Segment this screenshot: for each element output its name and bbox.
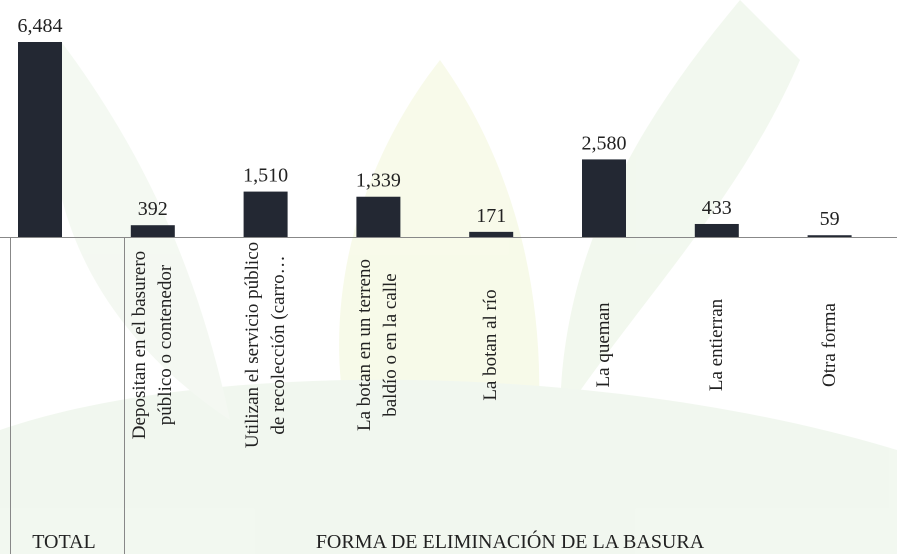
group-label: TOTAL (32, 531, 96, 553)
category-label: La botan en un terreno baldío o en la ca… (354, 259, 402, 431)
value-label: 433 (702, 197, 732, 219)
category-label: Depositan en el basurero público o conte… (128, 250, 176, 440)
value-label: 2,580 (582, 132, 627, 154)
bar (130, 225, 175, 237)
category-label: Otra forma (818, 303, 840, 387)
bar (243, 191, 288, 237)
bar (694, 223, 739, 237)
category-label: La entierran (705, 298, 727, 392)
category-label: La botan al río (480, 289, 502, 401)
bar (807, 235, 852, 237)
value-label: 59 (820, 208, 840, 230)
category-label: Utilizan el servicio público de recolecc… (241, 241, 289, 449)
value-label: 1,510 (243, 165, 288, 187)
bar (582, 159, 626, 237)
group-label: FORMA DE ELIMINACIÓN DE LA BASURA (316, 529, 705, 553)
value-label: 171 (476, 205, 506, 227)
value-label: 6,484 (18, 15, 63, 37)
bar (18, 42, 62, 237)
value-label: 1,339 (356, 170, 401, 192)
bar (356, 196, 401, 237)
value-label: 392 (138, 198, 168, 220)
bar (469, 231, 514, 237)
category-label: La queman (593, 302, 614, 388)
